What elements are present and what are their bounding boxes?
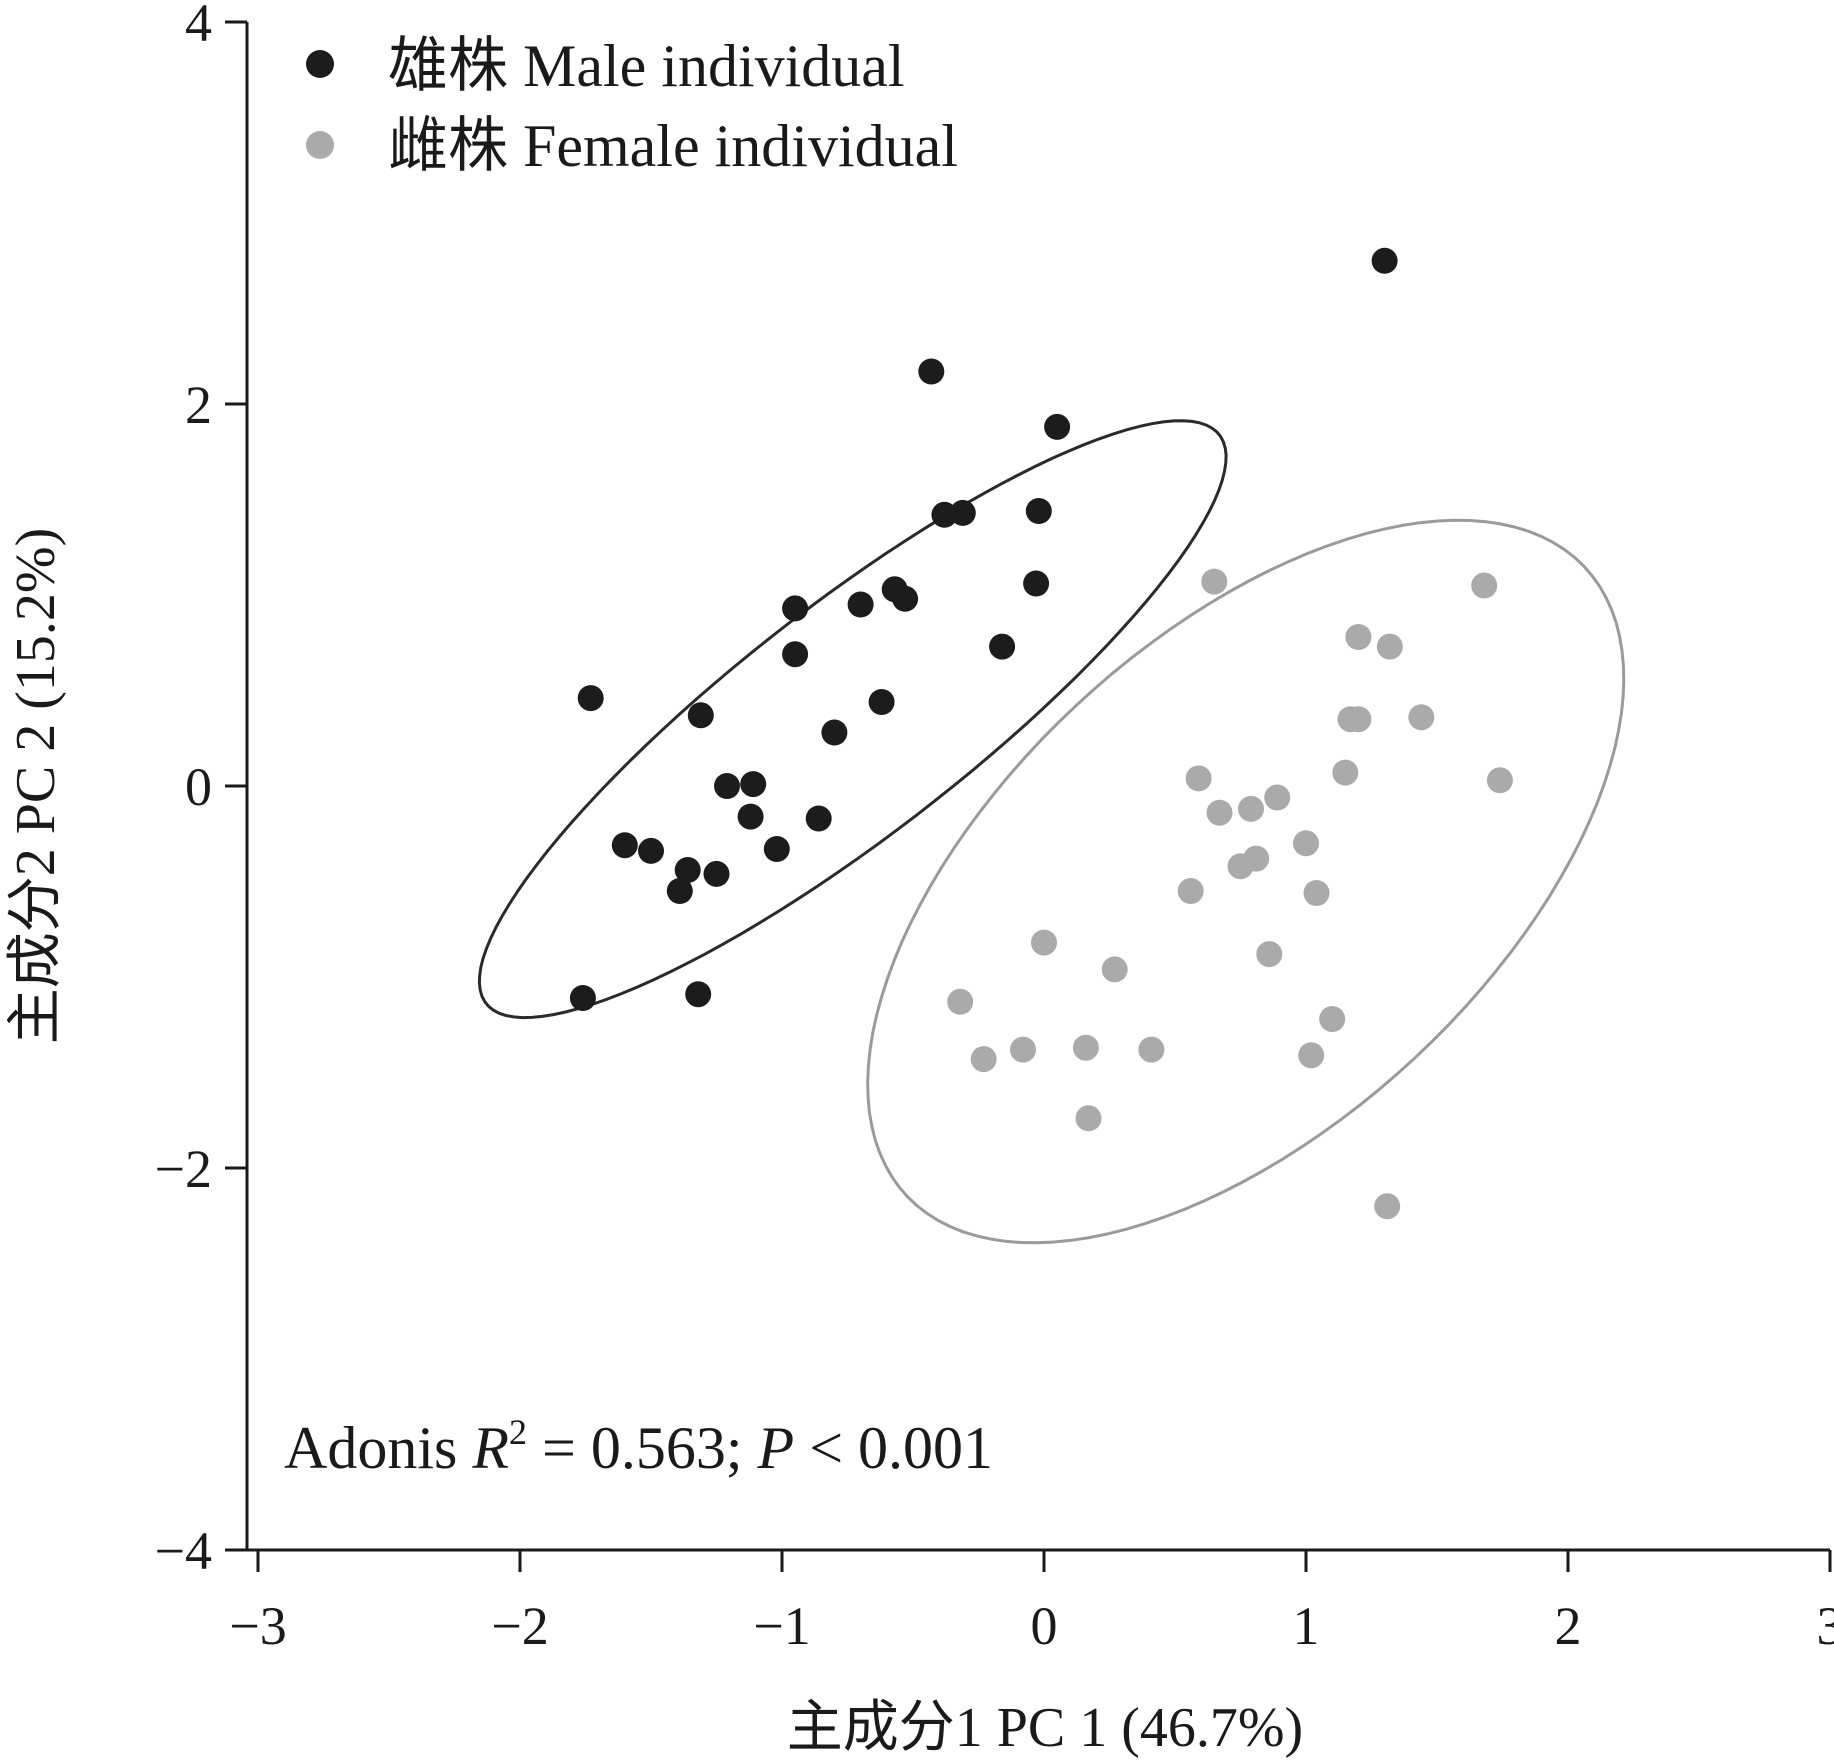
male-point [674, 857, 701, 883]
male-point [1025, 498, 1052, 524]
x-tick-label: 0 [1031, 1596, 1058, 1656]
female-point [1408, 704, 1435, 731]
male-point [918, 358, 945, 385]
female-point [1303, 880, 1330, 906]
male-point [638, 837, 664, 864]
male-point [703, 860, 730, 887]
male-point [611, 832, 638, 859]
female-point [1201, 568, 1228, 595]
legend-label-female: 雌株 Female individual [388, 113, 958, 179]
annotation-sup: 2 [509, 1412, 527, 1452]
male-ellipse [477, 419, 1228, 1020]
female-point [1319, 1006, 1346, 1032]
male-point [714, 773, 740, 799]
male-point [782, 595, 809, 622]
legend-marker-female [306, 131, 334, 159]
x-tick-label: −3 [229, 1596, 286, 1656]
male-point [1044, 413, 1071, 440]
male-point [989, 633, 1016, 660]
y-tick-label: 2 [185, 375, 212, 435]
ticks: −3 −2 −1 0 1 2 3 −4 −2 0 2 4 [155, 0, 1834, 1656]
female-point [1138, 1036, 1165, 1063]
y-tick-label: −4 [155, 1521, 212, 1581]
data-points [569, 247, 1513, 1220]
legend: 雄株 Male individual 雌株 Female individual [306, 33, 958, 179]
male-point [847, 591, 874, 618]
male-point [949, 499, 976, 526]
male-point [805, 805, 832, 832]
legend-label-male: 雄株 Male individual [388, 33, 905, 99]
male-point [821, 719, 848, 746]
annotation-p: P [757, 1415, 795, 1481]
female-point [1486, 767, 1513, 794]
female-point [1243, 845, 1270, 872]
annotation-r: R [471, 1415, 509, 1481]
y-axis-title: 主成分2 PC 2 (15.2%) [5, 528, 67, 1044]
female-point [970, 1046, 997, 1073]
female-point [1298, 1042, 1325, 1069]
male-point [1371, 247, 1398, 274]
male-point [737, 803, 764, 830]
female-point [1010, 1036, 1036, 1063]
female-ellipse [866, 518, 1626, 1245]
male-point [687, 702, 714, 729]
female-point [1256, 941, 1283, 968]
annotation-suffix: < 0.001 [794, 1415, 993, 1481]
female-point [1185, 765, 1212, 792]
male-point [763, 836, 790, 862]
male-point [685, 981, 712, 1008]
female-point [1374, 1193, 1401, 1220]
male-point [569, 985, 596, 1011]
female-point [1238, 795, 1264, 822]
y-tick-label: 4 [185, 0, 212, 53]
female-point [1206, 799, 1233, 826]
male-point [740, 771, 767, 798]
female-point [947, 988, 974, 1015]
female-point [1471, 572, 1498, 599]
annotation-mid: = 0.563; [527, 1415, 758, 1481]
female-point [1072, 1034, 1099, 1061]
female-point [1264, 784, 1291, 811]
x-tick-label: −2 [491, 1596, 548, 1656]
male-point [577, 685, 604, 712]
female-point [1293, 830, 1319, 857]
y-tick-label: 0 [185, 757, 212, 817]
x-tick-label: 1 [1293, 1596, 1320, 1656]
y-tick-label: −2 [155, 1139, 212, 1199]
male-point [868, 689, 895, 715]
female-point [1177, 878, 1204, 904]
male-point [782, 641, 809, 668]
female-point [1345, 624, 1372, 650]
female-point [1031, 929, 1057, 956]
confidence-ellipses [477, 419, 1626, 1245]
legend-marker-male [306, 50, 334, 78]
female-point [1376, 633, 1403, 660]
x-axis-title: 主成分1 PC 1 (46.7%) [787, 1697, 1303, 1759]
male-point [892, 585, 919, 612]
female-point [1345, 706, 1372, 733]
male-point [1023, 570, 1050, 597]
female-point [1101, 956, 1128, 983]
female-point [1332, 759, 1359, 786]
axes [245, 22, 1830, 1552]
adonis-annotation: Adonis R2 = 0.563; P < 0.001 [284, 1412, 993, 1481]
annotation-prefix: Adonis [284, 1415, 472, 1481]
male-point [666, 878, 693, 904]
x-tick-label: 3 [1817, 1596, 1834, 1656]
x-tick-label: 2 [1555, 1596, 1582, 1656]
x-tick-label: −1 [753, 1596, 810, 1656]
female-point [1075, 1105, 1102, 1132]
